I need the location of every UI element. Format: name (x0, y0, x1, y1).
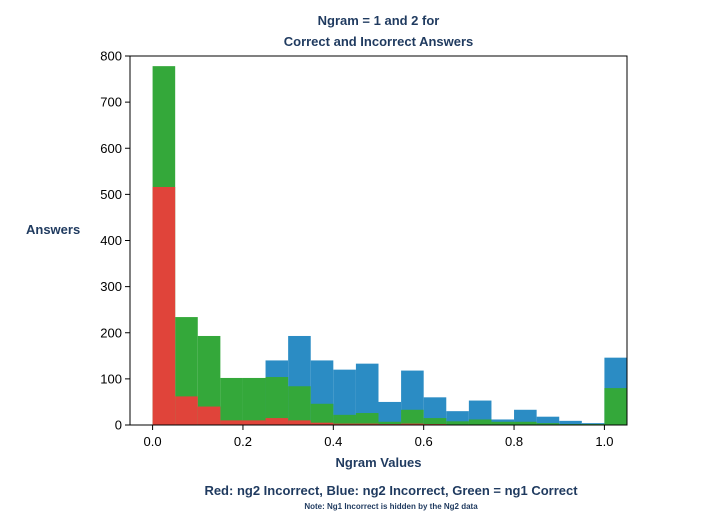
y-tick-label: 400 (100, 233, 122, 248)
y-tick-label: 0 (115, 418, 122, 433)
bar-blue (378, 401, 402, 425)
legend-caption: Red: ng2 Incorrect, Blue: ng2 Incorrect,… (204, 483, 578, 498)
x-axis-label: Ngram Values (335, 455, 422, 470)
bar-green (468, 419, 492, 425)
y-axis-label: Answers (26, 222, 81, 237)
bar-green (401, 409, 424, 425)
bar-blue (536, 416, 560, 425)
x-ticks: 0.0 0.2 0.4 0.6 0.8 1.0 (144, 425, 613, 449)
y-tick-label: 800 (100, 49, 122, 64)
bar-green (536, 423, 560, 425)
legend-note: Note: Ng1 Incorrect is hidden by the Ng2… (304, 502, 478, 511)
bar-red (288, 420, 311, 425)
y-ticks: 0 100 200 300 400 500 600 700 800 (100, 49, 130, 433)
bar-blue (468, 400, 492, 425)
bar-red (265, 418, 289, 425)
y-tick-label: 600 (100, 141, 122, 156)
bar-green (378, 421, 402, 425)
bar-blue (514, 409, 537, 425)
bar-green (197, 335, 221, 425)
bar-green (265, 377, 289, 425)
bar-red (242, 420, 266, 425)
bar-red (197, 406, 221, 425)
bar-green (355, 413, 379, 425)
bar-blue (355, 363, 379, 425)
bar-green (333, 414, 356, 425)
bar-green (604, 388, 627, 425)
bar-red (175, 396, 198, 425)
bar-green (446, 421, 469, 425)
bar-green (514, 421, 537, 425)
bar-green (220, 377, 243, 425)
x-tick-label: 0.2 (234, 434, 252, 449)
chart-title-line-1: Ngram = 1 and 2 for (317, 13, 440, 28)
y-tick-label: 500 (100, 187, 122, 202)
bars-group (152, 66, 627, 426)
y-tick-label: 300 (100, 279, 122, 294)
x-tick-label: 0.6 (415, 434, 433, 449)
y-tick-label: 700 (100, 95, 122, 110)
x-tick-label: 0.0 (144, 434, 162, 449)
bar-green (288, 386, 311, 425)
x-tick-label: 0.8 (505, 434, 523, 449)
bar-red (401, 423, 424, 425)
bar-green (310, 403, 334, 425)
y-tick-label: 200 (100, 325, 122, 340)
x-tick-label: 0.4 (324, 434, 342, 449)
bar-green (491, 421, 515, 425)
bar-red (310, 422, 334, 425)
bar-green (242, 377, 266, 425)
bar-red (333, 423, 356, 425)
bar-red (220, 420, 243, 425)
y-tick-label: 100 (100, 371, 122, 386)
x-tick-label: 1.0 (595, 434, 613, 449)
bar-blue (333, 369, 356, 425)
bar-red (152, 186, 176, 425)
chart-title-line-2: Correct and Incorrect Answers (283, 34, 474, 49)
bar-red (355, 423, 379, 425)
bar-blue (559, 420, 582, 425)
bar-green (423, 418, 447, 425)
